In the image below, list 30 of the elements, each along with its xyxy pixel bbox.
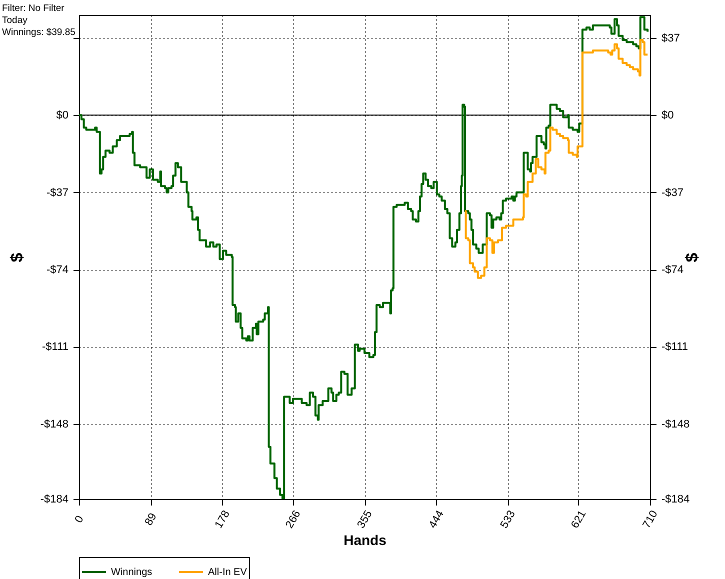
x-tick-label: 0 bbox=[72, 514, 86, 526]
y2-tick-label: -$148 bbox=[662, 418, 690, 430]
y-tick-label: -$184 bbox=[40, 494, 68, 506]
x-tick-label: 178 bbox=[212, 508, 232, 530]
text: Filter: No Filter bbox=[2, 3, 64, 14]
y-tick-label: -$148 bbox=[40, 418, 68, 430]
text: Winnings: $39.85 bbox=[2, 27, 76, 38]
text: Today bbox=[2, 15, 28, 26]
legend-label: All-In EV bbox=[208, 567, 248, 578]
y2-tick-label: -$184 bbox=[662, 494, 690, 506]
y2-axis-title: $ bbox=[682, 252, 702, 262]
x-tick-label: 355 bbox=[355, 508, 375, 530]
x-axis-title: Hands bbox=[344, 532, 387, 548]
y-tick-label: -$74 bbox=[46, 264, 68, 276]
legend-label: Winnings bbox=[111, 567, 152, 578]
y2-tick-label: -$37 bbox=[662, 186, 684, 199]
y2-tick-label: -$74 bbox=[662, 264, 684, 276]
y2-tick-label: -$111 bbox=[662, 341, 688, 354]
x-tick-label: 444 bbox=[426, 508, 446, 530]
y2-tick-label: $0 bbox=[662, 110, 674, 122]
x-tick-label: 89 bbox=[142, 511, 160, 528]
x-tick-label: 710 bbox=[640, 508, 660, 530]
x-tick-label: 621 bbox=[569, 508, 589, 530]
y-tick-label: -$111 bbox=[42, 341, 68, 354]
x-tick-label: 533 bbox=[498, 508, 518, 530]
y-tick-label: -$37 bbox=[46, 186, 68, 199]
x-tick-label: 266 bbox=[284, 508, 304, 530]
y2-tick-label: $37 bbox=[662, 32, 680, 44]
y-axis-title: $ bbox=[7, 252, 26, 262]
y-tick-label: $0 bbox=[56, 110, 68, 122]
